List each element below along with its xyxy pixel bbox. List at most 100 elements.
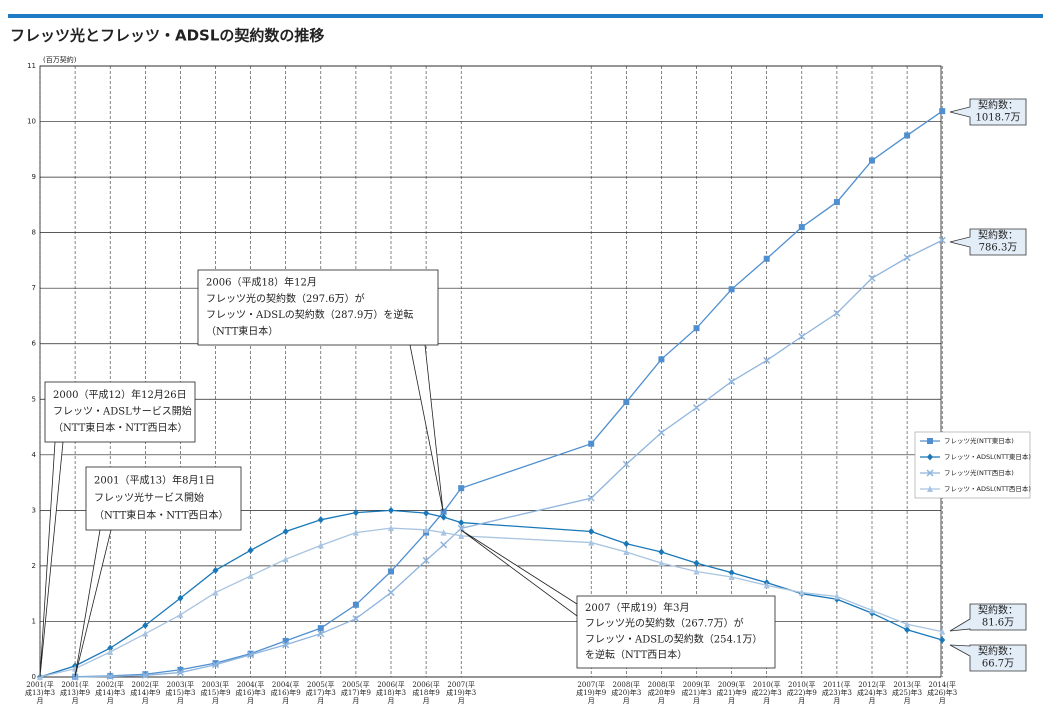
marker	[763, 581, 770, 589]
marker	[282, 641, 290, 649]
y-tick-label: 11	[27, 62, 36, 70]
marker	[587, 494, 595, 502]
legend-label: フレッツ光(NTT西日本)	[944, 468, 1014, 477]
legend-label: フレッツ・ADSL(NTT西日本)	[944, 484, 1031, 493]
marker	[177, 666, 184, 673]
marker	[458, 519, 465, 527]
y-tick-label: 3	[32, 506, 36, 514]
title-bar	[8, 14, 1043, 18]
marker	[623, 548, 630, 556]
chart-title: フレッツ光とフレッツ・ADSLの契約数の推移	[10, 27, 324, 45]
marker	[763, 255, 770, 262]
marker	[458, 532, 465, 539]
marker	[352, 529, 359, 536]
marker	[212, 660, 219, 667]
x-tick-label: 2009(平成21)年9月	[716, 681, 747, 705]
marker	[142, 630, 149, 637]
callout-text: フレッツ・ADSLサービス開始	[53, 405, 192, 418]
end-label-box	[949, 98, 1027, 126]
callout-pointer	[409, 344, 444, 512]
end-label-text: 契約数：	[978, 604, 1018, 617]
marker	[352, 509, 359, 517]
x-tick-label: 2007(平成19)年9月	[576, 681, 607, 705]
marker	[623, 540, 630, 548]
marker	[387, 589, 395, 597]
marker	[904, 626, 911, 634]
y-tick-label: 6	[32, 340, 37, 348]
callout-pointer	[39, 441, 64, 678]
x-tick-label: 2007(平成19)年3月	[446, 681, 477, 705]
callout-text: フレッツ・ADSLの契約数（254.1万）	[585, 632, 762, 645]
callout-pointer	[74, 529, 112, 678]
marker	[622, 460, 630, 468]
end-label-text: 契約数：	[978, 99, 1018, 112]
x-tick-label: 2006(平成18年9月	[412, 681, 440, 705]
callout-text: 2006（平成18）年12月	[206, 276, 317, 289]
marker	[317, 625, 324, 632]
marker	[247, 650, 254, 657]
marker	[107, 648, 114, 656]
y-tick-label: 9	[32, 173, 36, 181]
end-label-box	[949, 603, 1027, 632]
marker	[142, 671, 149, 678]
marker	[938, 236, 946, 244]
end-label-text: 66.7万	[982, 659, 1014, 670]
x-tick-label: 2010(平成22)年9月	[786, 681, 817, 705]
y-tick-label: 8	[32, 229, 36, 237]
legend-marker	[927, 453, 933, 461]
series-line	[75, 239, 943, 678]
marker	[352, 615, 360, 623]
marker	[798, 332, 806, 341]
marker	[657, 429, 665, 437]
marker	[693, 567, 700, 575]
marker	[388, 568, 394, 575]
legend-marker	[927, 485, 933, 492]
marker	[247, 651, 255, 659]
y-axis-label: (百万契約)	[43, 55, 77, 64]
series-line	[75, 110, 943, 678]
marker	[588, 527, 595, 535]
marker	[440, 513, 447, 521]
callout-box	[576, 595, 776, 669]
marker	[107, 644, 114, 652]
legend-label: フレッツ光(NTT東日本)	[944, 436, 1014, 445]
callout-text: フレッツ光サービス開始	[94, 491, 204, 504]
legend-box	[914, 431, 1031, 499]
marker	[588, 539, 595, 546]
marker	[282, 527, 289, 535]
marker	[869, 606, 875, 614]
x-tick-label: 2005(平成17)年3月	[305, 681, 336, 705]
legend-marker	[927, 438, 933, 444]
marker	[247, 572, 254, 579]
x-tick-label: 2012(平成24)年3月	[856, 681, 888, 705]
marker	[693, 325, 700, 332]
marker	[869, 157, 875, 164]
marker	[763, 356, 771, 364]
x-tick-label: 2011(平成23)年3月	[821, 681, 852, 705]
x-tick-label: 2004(平成16)年3月	[235, 681, 266, 705]
callout-text: フレッツ光の契約数（267.7万）が	[585, 617, 744, 630]
marker	[833, 592, 840, 600]
x-tick-label: 2003(平成15)年9月	[200, 681, 231, 705]
marker	[728, 573, 735, 581]
marker	[658, 356, 665, 363]
end-label-text: 契約数：	[978, 229, 1018, 242]
marker	[212, 566, 219, 574]
marker	[423, 509, 430, 517]
marker	[939, 628, 946, 635]
marker	[939, 108, 946, 115]
marker	[623, 399, 630, 406]
marker	[904, 620, 911, 628]
y-tick-label: 5	[32, 395, 36, 403]
callout-text: フレッツ・ADSLの契約数（287.9万）を逆転	[206, 308, 413, 321]
x-tick-label: 2002(平成14)年3月	[95, 681, 126, 705]
marker	[282, 637, 289, 644]
marker	[212, 589, 219, 596]
callout-text: （NTT東日本）	[206, 324, 278, 337]
marker	[457, 524, 465, 532]
marker	[177, 594, 184, 602]
x-tick-label: 2004(平成16)年9月	[270, 681, 301, 705]
plot-frame	[39, 65, 942, 678]
